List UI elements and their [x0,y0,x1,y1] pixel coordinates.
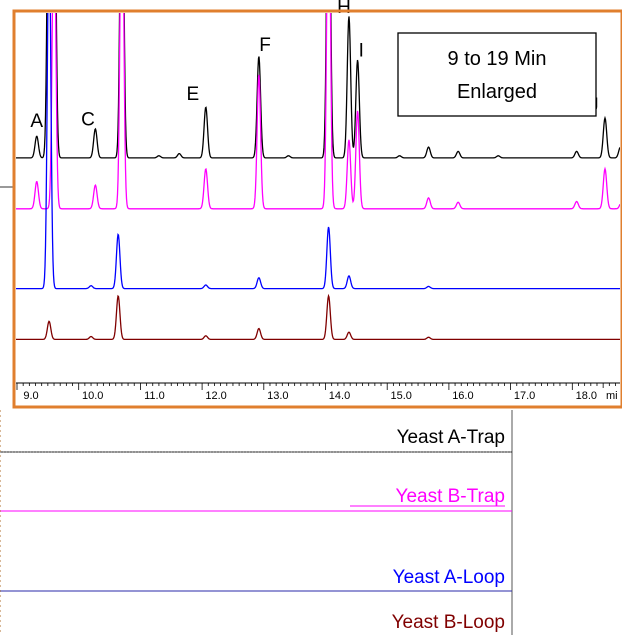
peak-label-b: B [49,0,62,3]
peak-label-e: E [187,84,200,105]
trace-yeast-b-trap [16,13,620,210]
inset-traces [16,13,620,341]
x-tick-label: 15.0 [390,390,411,402]
x-tick-label: 14.0 [329,390,350,402]
legend-label-b-trap: Yeast B-Trap [396,486,505,507]
x-tick-label: 11.0 [144,390,165,402]
inset-panel: 9.0 10.0 11.0 12.0 13.0 14.0 15.0 16.0 17.0 18.0 m… [12,0,622,409]
peak-label-f: F [259,35,271,56]
x-tick-label: 10.0 [82,390,103,402]
legend-label-b-loop: Yeast B-Loop [392,612,505,633]
peak-label-d: D [122,0,136,3]
inset-border [12,9,622,409]
legend-label-a-trap: Yeast A-Trap [397,427,505,448]
inset-x-axis: 9.0 10.0 11.0 12.0 13.0 14.0 15.0 16.0 17.0 18.0 m… [16,382,620,402]
annotation-box-line1: 9 to 19 Min [448,48,547,70]
peak-label-h: H [337,0,351,18]
peak-label-g: G [307,0,322,3]
legend-label-a-loop: Yeast A-Loop [393,567,505,588]
peak-label-a: A [30,111,43,132]
peak-label-c: C [81,109,95,130]
x-axis-unit-label: mi [606,390,618,402]
x-tick-label: 12.0 [205,390,226,402]
x-tick-label: 13.0 [267,390,288,402]
trace-yeast-a-loop [16,13,620,290]
trace-yeast-a-trap [16,13,620,159]
full-chromatogram-background: Yeast A-Trap Yeast B-Trap Yeast A-Loop Y… [0,186,513,635]
annotation-box: 9 to 19 Min Enlarged [397,32,597,117]
x-tick-label: 18.0 [576,390,597,402]
annotation-box-frame [397,32,597,117]
x-tick-label: 17.0 [514,390,535,402]
trace-yeast-b-loop [16,293,620,341]
annotation-box-line2: Enlarged [457,81,537,103]
peak-label-i: I [359,40,364,61]
x-tick-label: 16.0 [452,390,473,402]
x-tick-label: 9.0 [23,390,38,402]
